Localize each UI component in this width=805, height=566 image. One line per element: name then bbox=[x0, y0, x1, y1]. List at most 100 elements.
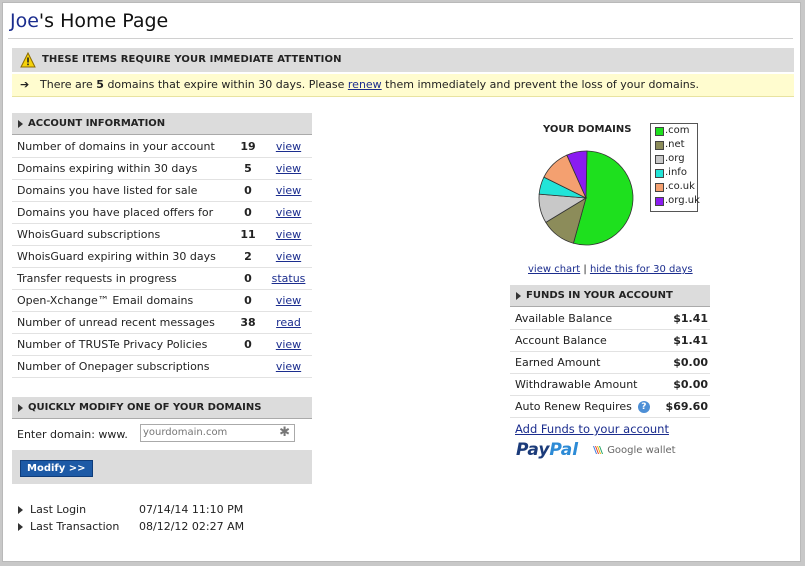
page-title: Joe's Home Page bbox=[10, 10, 169, 32]
account-info-header: ACCOUNT INFORMATION bbox=[12, 113, 312, 135]
row-label: WhoisGuard subscriptions bbox=[12, 223, 231, 246]
add-funds-link[interactable]: Add Funds to your account bbox=[515, 422, 669, 436]
table-row: Account Balance $1.41 bbox=[510, 329, 710, 352]
funds-value: $1.41 bbox=[661, 308, 710, 330]
triangle-right-icon bbox=[18, 120, 23, 128]
row-action-link[interactable]: view bbox=[275, 228, 302, 241]
table-row: Open-Xchange™ Email domains 0 view bbox=[12, 289, 312, 312]
domain-input[interactable] bbox=[141, 425, 270, 440]
table-row: Number of domains in your account 19 view bbox=[12, 136, 312, 158]
attention-text: There are 5 domains that expire within 3… bbox=[40, 78, 699, 91]
triangle-right-icon bbox=[18, 506, 23, 514]
pie-slice-orguk bbox=[566, 150, 588, 199]
legend-swatch bbox=[655, 183, 664, 192]
help-icon[interactable]: ? bbox=[637, 401, 650, 413]
google-wallet-logo[interactable]: Google wallet bbox=[592, 444, 676, 456]
row-action-link[interactable]: view bbox=[275, 250, 302, 263]
legend-swatch bbox=[655, 127, 664, 136]
row-count: 0 bbox=[231, 333, 265, 356]
funds-header: FUNDS IN YOUR ACCOUNT bbox=[510, 285, 710, 307]
table-row: WhoisGuard expiring within 30 days 2 view bbox=[12, 245, 312, 268]
funds-label: Withdrawable Amount bbox=[510, 373, 662, 396]
row-action-link[interactable]: view bbox=[275, 294, 302, 307]
row-count: 0 bbox=[231, 289, 265, 312]
row-count: 2 bbox=[231, 245, 265, 268]
row-label: Number of unread recent messages bbox=[12, 311, 231, 334]
row-action-link[interactable]: view bbox=[275, 360, 302, 373]
chart-legend: .com .net .org .info .co.uk .org.uk bbox=[650, 123, 700, 212]
funds-table: Available Balance $1.41 Account Balance $1.… bbox=[510, 308, 710, 418]
attention-title: THESE ITEMS REQUIRE YOUR IMMEDIATE ATTEN… bbox=[42, 54, 342, 65]
table-row: Available Balance $1.41 bbox=[510, 308, 710, 330]
funds-value: $0.00 bbox=[661, 351, 710, 374]
legend-item: .co.uk bbox=[651, 180, 697, 194]
table-row: Earned Amount $0.00 bbox=[510, 351, 710, 374]
row-action-link[interactable]: view bbox=[275, 162, 302, 175]
row-label: Transfer requests in progress bbox=[12, 267, 231, 290]
row-count: 0 bbox=[231, 201, 265, 224]
row-label: Domains you have placed offers for bbox=[12, 201, 231, 224]
title-divider bbox=[8, 38, 793, 39]
table-row: Auto Renew Requires? $69.60 bbox=[510, 395, 710, 418]
funds-value: $1.41 bbox=[661, 329, 710, 352]
legend-label: .org.uk bbox=[665, 195, 700, 206]
funds-value: $69.60 bbox=[661, 395, 710, 418]
row-label: Number of TRUSTe Privacy Policies bbox=[12, 333, 231, 356]
legend-swatch bbox=[655, 155, 664, 164]
view-chart-link[interactable]: view chart bbox=[528, 264, 581, 275]
hide-chart-link[interactable]: hide this for 30 days bbox=[589, 264, 693, 275]
table-row: Domains expiring within 30 days 5 view bbox=[12, 157, 312, 180]
table-row: Domains you have placed offers for 0 view bbox=[12, 201, 312, 224]
legend-label: .net bbox=[665, 139, 685, 150]
legend-swatch bbox=[655, 141, 664, 150]
legend-item: .net bbox=[651, 138, 697, 152]
table-row: Domains you have listed for sale 0 view bbox=[12, 179, 312, 202]
legend-item: .org.uk bbox=[651, 194, 700, 208]
legend-item: .org bbox=[651, 152, 697, 166]
legend-swatch bbox=[655, 197, 664, 206]
table-row: WhoisGuard subscriptions 11 view bbox=[12, 223, 312, 246]
funds-value: $0.00 bbox=[661, 373, 710, 396]
attention-header: THESE ITEMS REQUIRE YOUR IMMEDIATE ATTEN… bbox=[12, 48, 794, 72]
row-count: 5 bbox=[231, 157, 265, 180]
row-label: WhoisGuard expiring within 30 days bbox=[12, 245, 231, 268]
row-action-link[interactable]: view bbox=[275, 338, 302, 351]
table-row: Number of Onepager subscriptions view bbox=[12, 355, 312, 378]
domains-pie-chart bbox=[538, 150, 634, 246]
table-row: Number of unread recent messages 38 read bbox=[12, 311, 312, 334]
row-label: Number of domains in your account bbox=[12, 136, 231, 158]
chart-links: view chart | hide this for 30 days bbox=[528, 264, 693, 275]
legend-label: .info bbox=[665, 167, 687, 178]
funds-label: Account Balance bbox=[510, 329, 662, 352]
enter-domain-row: Enter domain: www. ✱ bbox=[12, 420, 312, 450]
legend-label: .org bbox=[665, 153, 685, 164]
legend-swatch bbox=[655, 169, 664, 178]
quick-modify-header: QUICKLY MODIFY ONE OF YOUR DOMAINS bbox=[12, 397, 312, 419]
arrow-right-icon: ➔ bbox=[20, 78, 30, 91]
row-action-link[interactable]: view bbox=[275, 140, 302, 153]
attention-message: ➔ There are 5 domains that expire within… bbox=[12, 74, 794, 97]
legend-label: .co.uk bbox=[665, 181, 695, 192]
table-row: Transfer requests in progress 0 status bbox=[12, 267, 312, 290]
row-action-link[interactable]: read bbox=[276, 316, 301, 329]
modify-button[interactable]: Modify >> bbox=[20, 460, 93, 477]
domain-input-box[interactable]: ✱ bbox=[140, 424, 295, 442]
legend-item: .com bbox=[651, 124, 697, 138]
row-action-link[interactable]: view bbox=[275, 206, 302, 219]
row-count: 19 bbox=[231, 136, 265, 158]
google-wallet-icon bbox=[593, 446, 603, 454]
triangle-right-icon bbox=[18, 523, 23, 531]
funds-label: Auto Renew Requires? bbox=[510, 395, 662, 418]
renew-link[interactable]: renew bbox=[347, 78, 382, 91]
table-row: Number of TRUSTe Privacy Policies 0 view bbox=[12, 333, 312, 356]
warning-icon bbox=[20, 52, 36, 68]
paypal-logo[interactable]: PayPal bbox=[516, 440, 579, 460]
row-label: Domains you have listed for sale bbox=[12, 179, 231, 202]
row-count: 11 bbox=[231, 223, 265, 246]
modify-button-bar: Modify >> bbox=[12, 450, 312, 484]
enter-domain-label: Enter domain: www. bbox=[17, 428, 128, 441]
triangle-right-icon bbox=[18, 404, 23, 412]
row-action-link[interactable]: view bbox=[275, 184, 302, 197]
row-action-link[interactable]: status bbox=[271, 272, 306, 285]
row-count: 38 bbox=[231, 311, 265, 334]
